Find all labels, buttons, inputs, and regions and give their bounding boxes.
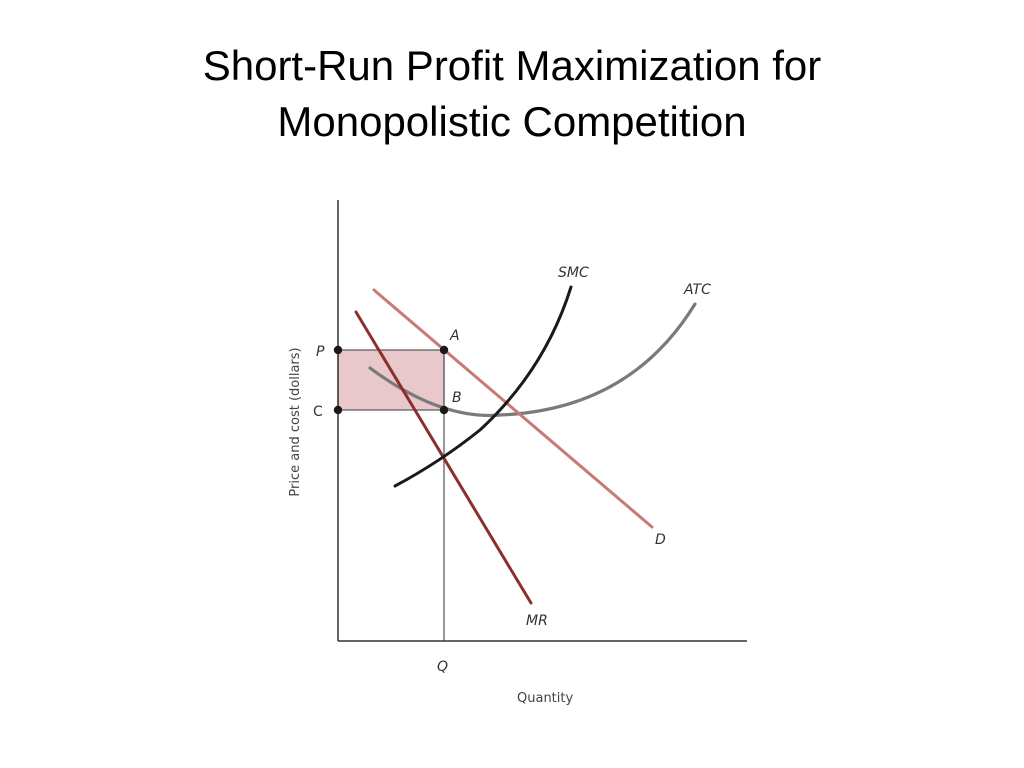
point-a-marker <box>439 345 449 355</box>
smc-curve <box>393 285 573 488</box>
atc-curve <box>368 302 697 418</box>
smc-label: SMC <box>558 265 589 281</box>
point-a-label: A <box>449 328 460 344</box>
point-b-label: B <box>452 390 462 406</box>
demand-label: D <box>655 532 666 548</box>
atc-label: ATC <box>683 282 711 298</box>
demand-curve <box>372 288 654 529</box>
x-axis-title: Quantity <box>517 691 573 706</box>
title-line-2: Monopolistic Competition <box>277 98 747 145</box>
y-axis-title: Price and cost (dollars) <box>288 347 303 496</box>
point-b-marker <box>439 405 449 415</box>
title-line-1: Short-Run Profit Maximization for <box>202 42 822 89</box>
price-point-marker <box>333 345 343 355</box>
price-label: P <box>316 344 325 360</box>
slide-title: Short-Run Profit Maximization for Monopo… <box>0 38 1024 150</box>
quantity-label: Q <box>437 659 448 675</box>
cost-label: C <box>313 404 323 420</box>
marginal-revenue-label: MR <box>526 613 548 629</box>
cost-point-marker <box>333 405 343 415</box>
